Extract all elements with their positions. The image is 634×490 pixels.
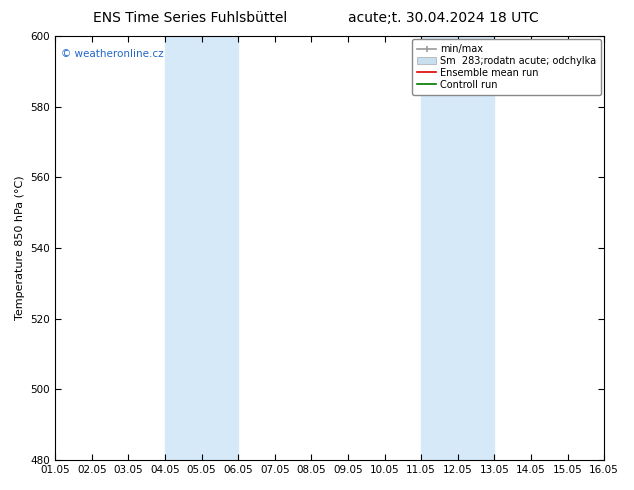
Y-axis label: Temperature 850 hPa (°C): Temperature 850 hPa (°C)	[15, 176, 25, 320]
Legend: min/max, Sm  283;rodatn acute; odchylka, Ensemble mean run, Controll run: min/max, Sm 283;rodatn acute; odchylka, …	[412, 39, 601, 95]
Text: ENS Time Series Fuhlsbüttel: ENS Time Series Fuhlsbüttel	[93, 11, 287, 25]
Text: acute;t. 30.04.2024 18 UTC: acute;t. 30.04.2024 18 UTC	[349, 11, 539, 25]
Bar	[165, 36, 238, 460]
Bar	[421, 36, 495, 460]
Text: © weatheronline.cz: © weatheronline.cz	[61, 49, 164, 59]
